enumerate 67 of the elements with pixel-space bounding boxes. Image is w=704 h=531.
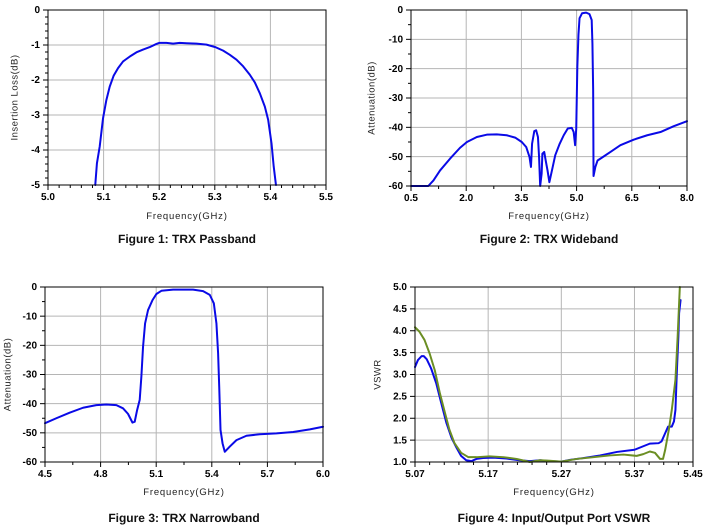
text: Figure 1: TRX Passband	[118, 232, 256, 246]
x-tick-label: 6.5	[624, 193, 640, 204]
y-tick-label: 3.0	[393, 370, 408, 381]
y-tick-label: 1.5	[393, 435, 408, 446]
x-axis-title: Frequency(GHz)	[508, 211, 590, 222]
y-tick-label: 0	[34, 5, 40, 16]
y-tick-label: 3.5	[393, 348, 408, 359]
x-tick-label: 5.5	[319, 192, 334, 204]
x-tick-label: 5.1	[149, 469, 164, 480]
x-tick-label: 0.5	[404, 193, 418, 204]
y-tick-label: -20	[22, 340, 38, 352]
y-tick-label: -50	[22, 428, 38, 440]
y-tick-label: -4	[31, 145, 40, 156]
x-tick-label: 5.1	[96, 192, 111, 204]
y-tick-label: -10	[388, 34, 404, 46]
line-series	[94, 42, 277, 186]
y-tick-label: -60	[22, 457, 38, 468]
y-tick-label: 1.0	[393, 457, 408, 468]
y-axis-title: VSWR	[372, 359, 384, 390]
x-tick-label: 8.0	[680, 193, 694, 204]
y-tick-label: -30	[22, 370, 38, 381]
y-tick-label: -60	[388, 181, 404, 192]
text: Figure 3: TRX Narrowband	[108, 511, 260, 525]
y-tick-label: 2.0	[393, 413, 408, 424]
y-tick-label: -40	[22, 398, 38, 410]
x-tick-label: 5.2	[152, 192, 167, 204]
x-tick-label: 2.0	[459, 193, 474, 204]
y-tick-label: -3	[31, 110, 40, 122]
y-tick-label: 4.5	[393, 304, 408, 316]
x-tick-label: 5.4	[263, 192, 278, 204]
x-tick-label: 5.45	[683, 469, 704, 480]
x-tick-label: 5.3	[208, 192, 222, 204]
y-axis-title: Insertion Loss(dB)	[9, 54, 20, 141]
text: Figure 4: Input/Output Port VSWR	[458, 511, 651, 525]
line-series	[410, 12, 688, 187]
y-tick-label: -30	[388, 93, 404, 104]
y-axis-title: Attenuation(dB)	[2, 338, 14, 412]
x-tick-label: 5.7	[260, 469, 275, 480]
x-tick-label: 5.37	[624, 469, 645, 480]
y-tick-label: 0	[31, 282, 38, 294]
x-tick-label: 3.5	[514, 193, 529, 204]
x-tick-label: 5.17	[478, 469, 498, 480]
x-tick-label: 5.0	[41, 192, 56, 204]
y-axis-title: Attenuation(dB)	[366, 61, 378, 135]
x-tick-label: 5.4	[204, 469, 220, 480]
text: Figure 2: TRX Wideband	[480, 232, 618, 246]
y-tick-label: -5	[31, 180, 40, 192]
y-tick-label: 0	[397, 5, 404, 16]
y-tick-label: -1	[31, 40, 40, 52]
y-tick-label: -40	[388, 122, 404, 134]
x-axis-title: Frequency(GHz)	[513, 487, 595, 498]
x-tick-label: 6.0	[316, 469, 330, 480]
x-axis-title: Frequency(GHz)	[146, 211, 228, 222]
x-tick-label: 4.5	[38, 469, 52, 480]
y-tick-label: 5.0	[393, 282, 408, 294]
x-tick-label: 5.27	[552, 469, 572, 480]
x-tick-label: 4.8	[94, 469, 108, 480]
x-axis-title: Frequency(GHz)	[143, 487, 225, 498]
x-tick-label: 5.07	[405, 469, 426, 480]
y-tick-label: -20	[388, 64, 404, 75]
y-tick-label: -10	[22, 311, 38, 322]
y-tick-label: 2.5	[393, 392, 408, 403]
x-tick-label: 5.0	[570, 193, 584, 204]
y-tick-label: -50	[388, 152, 404, 163]
y-tick-label: -2	[31, 75, 40, 86]
line-series	[44, 288, 324, 453]
y-tick-label: 4.0	[393, 326, 408, 337]
